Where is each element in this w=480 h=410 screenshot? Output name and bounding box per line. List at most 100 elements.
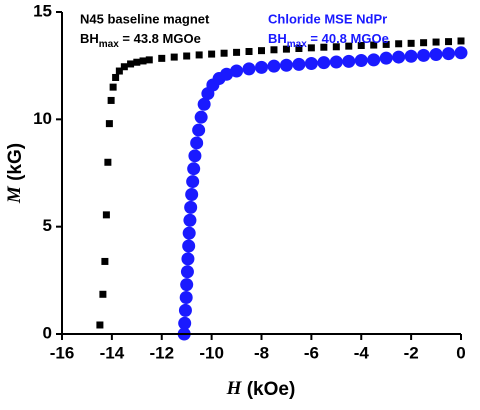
point (367, 53, 381, 67)
annotation-suffix: = 43.8 MGOe (119, 31, 201, 46)
point (407, 39, 415, 47)
point (192, 123, 206, 137)
point (255, 60, 268, 74)
point (267, 59, 281, 73)
point (145, 56, 153, 64)
point (258, 47, 265, 55)
y-tick-label: 15 (33, 1, 52, 20)
point (429, 48, 443, 62)
point (270, 46, 278, 54)
point (392, 50, 406, 64)
point (178, 316, 192, 330)
x-tick-label: -8 (254, 343, 269, 362)
point (317, 56, 331, 70)
point (107, 96, 115, 104)
point (182, 226, 196, 240)
point (195, 51, 203, 59)
x-tick-label: -6 (304, 343, 319, 362)
y-tick-label: 10 (33, 109, 52, 128)
y-axis-label: M (kG) (4, 143, 26, 204)
point (282, 45, 290, 53)
point (184, 200, 198, 214)
point (183, 52, 191, 60)
y-axis-unit: (kG) (5, 143, 26, 181)
point (304, 57, 318, 71)
point (442, 47, 456, 61)
point (194, 110, 208, 124)
annotation-value: BHmax = 40.8 MGOe (268, 31, 389, 49)
series (177, 46, 468, 341)
x-tick-label: -16 (50, 343, 75, 362)
point (127, 60, 135, 68)
point (307, 44, 315, 52)
point (457, 37, 465, 45)
point (342, 54, 356, 68)
point (220, 67, 234, 81)
point (104, 158, 112, 166)
x-axis-symbol: H (226, 378, 243, 399)
point (329, 55, 343, 69)
point (370, 41, 378, 49)
point (320, 43, 328, 51)
point (115, 67, 123, 75)
point (102, 211, 110, 219)
point (420, 39, 428, 47)
point (158, 54, 166, 62)
point (332, 43, 340, 51)
point (208, 50, 216, 58)
point (99, 290, 107, 298)
point (179, 291, 193, 305)
point (178, 303, 192, 317)
point (96, 321, 104, 329)
point (354, 54, 368, 68)
point (245, 47, 253, 55)
annotation-subscript: max (287, 39, 307, 50)
annotation-prefix: BH (268, 31, 287, 46)
annotation-value: BHmax = 43.8 MGOe (80, 31, 201, 49)
series (96, 37, 465, 329)
point (357, 41, 365, 49)
point (120, 63, 128, 71)
point (109, 83, 117, 91)
annotation-title: Chloride MSE NdPr (268, 11, 387, 26)
x-tick-label: 0 (456, 343, 465, 362)
point (185, 187, 199, 201)
x-axis-unit: (kOe) (247, 379, 296, 400)
point (183, 213, 197, 227)
point (432, 38, 440, 46)
point (187, 162, 201, 176)
point (454, 46, 468, 60)
annotation-title: N45 baseline magnet (80, 11, 210, 26)
point (279, 58, 293, 72)
annotation-prefix: BH (80, 31, 99, 46)
point (180, 278, 194, 292)
point (230, 64, 244, 78)
x-tick-label: -12 (149, 343, 174, 362)
point (382, 40, 390, 48)
x-tick-label: -14 (100, 343, 125, 362)
annotation-suffix: = 40.8 MGOe (307, 31, 389, 46)
annotation-subscript: max (99, 39, 119, 50)
point (404, 49, 418, 63)
x-tick-label: -4 (354, 343, 370, 362)
point (139, 57, 147, 65)
point (345, 42, 353, 50)
y-tick-label: 5 (43, 216, 52, 235)
point (105, 120, 113, 128)
point (445, 38, 453, 46)
point (395, 40, 403, 48)
point (233, 48, 241, 56)
point (295, 44, 303, 52)
point (182, 239, 196, 253)
point (292, 57, 306, 71)
point (180, 265, 194, 279)
point (101, 257, 109, 265)
point (133, 58, 141, 66)
point (190, 136, 204, 150)
x-tick-label: -10 (199, 343, 224, 362)
point (220, 49, 228, 57)
y-tick-label: 0 (43, 323, 52, 342)
y-axis-symbol: M (4, 185, 25, 204)
point (188, 149, 202, 163)
